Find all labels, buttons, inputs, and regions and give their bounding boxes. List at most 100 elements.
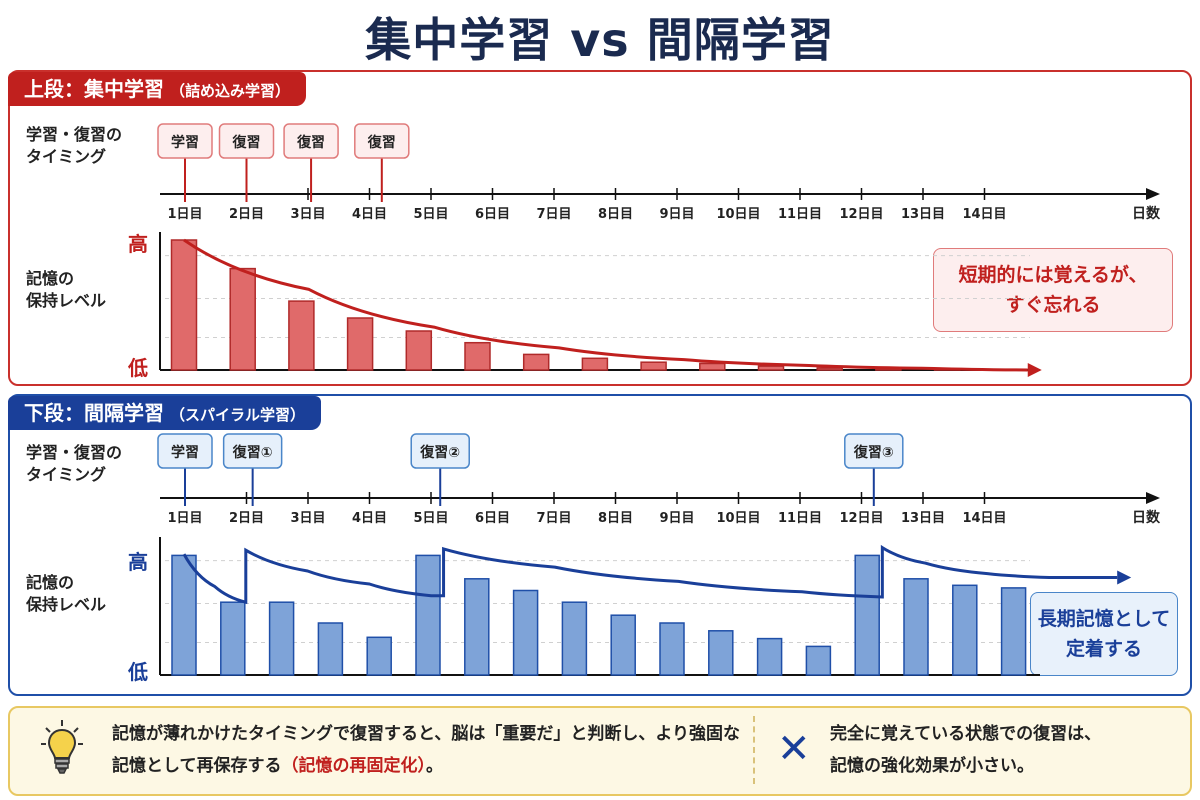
- event-label: 学習: [171, 134, 199, 151]
- event-pill: [218, 123, 275, 159]
- retention-curve: [182, 544, 1118, 605]
- retention-bar: [171, 554, 197, 676]
- day-label: 9日目: [659, 207, 694, 222]
- tab-title: 上段：集中学習: [24, 77, 164, 101]
- summary-text-highlight: （記憶の再固定化）: [281, 756, 427, 776]
- retention-bar: [522, 353, 550, 371]
- summary-text-end: 。: [426, 756, 443, 776]
- summary-text-reconsolidation: 記憶が薄れかけたタイミングで復習すると、脳は「重要だ」と判断し、より強固な記憶と…: [112, 718, 752, 782]
- event-pill: [844, 433, 904, 469]
- retention-bar: [268, 601, 295, 676]
- day-label: 11日目: [778, 207, 822, 222]
- day-label: 8日目: [598, 511, 633, 526]
- event-pill: [354, 123, 410, 159]
- tab-subtitle: （詰め込み学習）: [170, 82, 291, 100]
- day-label: 12日目: [839, 511, 883, 526]
- day-label: 11日目: [778, 511, 822, 526]
- day-label: 7日目: [536, 511, 571, 526]
- retention-bar: [512, 589, 539, 676]
- low-label: 低: [128, 660, 148, 684]
- retention-bar: [464, 341, 491, 371]
- retention-bar: [610, 614, 636, 676]
- day-label: 6日目: [475, 207, 510, 222]
- curve-arrowhead: [1027, 363, 1042, 377]
- timeline-arrowhead: [1146, 492, 1160, 504]
- retention-bar: [903, 578, 929, 676]
- summary-text-weak-effect: 完全に覚えている状態での復習は、 記憶の強化効果が小さい。: [830, 724, 1102, 776]
- day-label: 10日目: [716, 207, 760, 222]
- page-title: 集中学習 vs 間隔学習: [365, 13, 835, 67]
- day-label: 10日目: [716, 511, 760, 526]
- day-label: 2日目: [229, 511, 264, 526]
- cross-icon: ✕: [777, 726, 811, 772]
- day-label: 14日目: [962, 511, 1006, 526]
- retention-bar: [1000, 587, 1027, 676]
- day-label: 13日目: [901, 207, 945, 222]
- axis-unit-label: 日数: [1132, 205, 1161, 222]
- lightbulb-icon: [41, 720, 83, 774]
- event-label: 復習②: [419, 444, 460, 461]
- retention-label: 記憶の 保持レベル: [26, 269, 107, 310]
- retention-bar: [952, 584, 978, 676]
- retention-bar: [288, 300, 315, 371]
- day-label: 3日目: [290, 207, 325, 222]
- retention-bar: [220, 601, 246, 676]
- event-label: 復習: [232, 134, 261, 151]
- day-label: 13日目: [901, 511, 945, 526]
- event-pill: [283, 123, 339, 159]
- retention-bar: [757, 365, 785, 371]
- retention-bar: [640, 361, 667, 371]
- spaced-callout: 長期記憶として 定着する: [1030, 592, 1178, 676]
- day-label: 6日目: [475, 511, 510, 526]
- timing-label: 学習・復習の タイミング: [26, 125, 123, 166]
- event-label: 学習: [171, 444, 199, 461]
- timeline-arrowhead: [1146, 188, 1160, 200]
- retention-bar: [464, 578, 490, 676]
- timing-label: 学習・復習の タイミング: [26, 443, 123, 484]
- retention-bar: [699, 362, 726, 371]
- day-label: 5日目: [413, 511, 448, 526]
- retention-bar: [415, 554, 441, 676]
- retention-bar: [405, 330, 433, 371]
- day-label: 12日目: [839, 207, 883, 222]
- day-label: 3日目: [290, 511, 325, 526]
- retention-bar: [317, 622, 344, 676]
- day-label: 8日目: [598, 207, 633, 222]
- tab-title: 下段：間隔学習: [24, 401, 164, 425]
- day-label: 9日目: [659, 511, 694, 526]
- axis-unit-label: 日数: [1132, 509, 1161, 526]
- retention-label: 記憶の 保持レベル: [26, 573, 107, 614]
- massed-learning-panel: [8, 70, 1192, 386]
- spaced-learning-tab: 下段：間隔学習 （スパイラル学習）: [8, 396, 322, 430]
- retention-bar: [816, 367, 843, 371]
- event-label: 復習①: [232, 444, 273, 461]
- event-label: 復習: [296, 134, 325, 151]
- retention-bar: [170, 239, 198, 371]
- retention-bar: [366, 636, 392, 676]
- retention-bar: [229, 267, 256, 371]
- retention-bar: [561, 601, 588, 676]
- retention-bar: [581, 357, 609, 371]
- retention-bar: [659, 622, 685, 676]
- event-pill: [410, 433, 470, 469]
- summary-divider: [753, 716, 755, 784]
- event-label: 復習③: [853, 444, 894, 461]
- day-label: 1日目: [167, 511, 202, 526]
- day-label: 5日目: [413, 207, 448, 222]
- retention-bar: [346, 317, 374, 371]
- day-label: 7日目: [536, 207, 571, 222]
- day-label: 4日目: [352, 511, 387, 526]
- massed-callout: 短期的には覚えるが、 すぐ忘れる: [933, 248, 1173, 332]
- event-pill: [222, 433, 283, 469]
- high-label: 高: [128, 550, 148, 574]
- day-label: 1日目: [167, 207, 202, 222]
- curve-arrowhead: [1117, 570, 1132, 585]
- event-label: 復習: [367, 134, 396, 151]
- low-label: 低: [128, 356, 148, 380]
- day-label: 14日目: [962, 207, 1006, 222]
- retention-curve: [183, 238, 1028, 372]
- event-pill: [157, 123, 213, 159]
- retention-bar: [805, 645, 832, 676]
- tab-subtitle: （スパイラル学習）: [170, 406, 306, 424]
